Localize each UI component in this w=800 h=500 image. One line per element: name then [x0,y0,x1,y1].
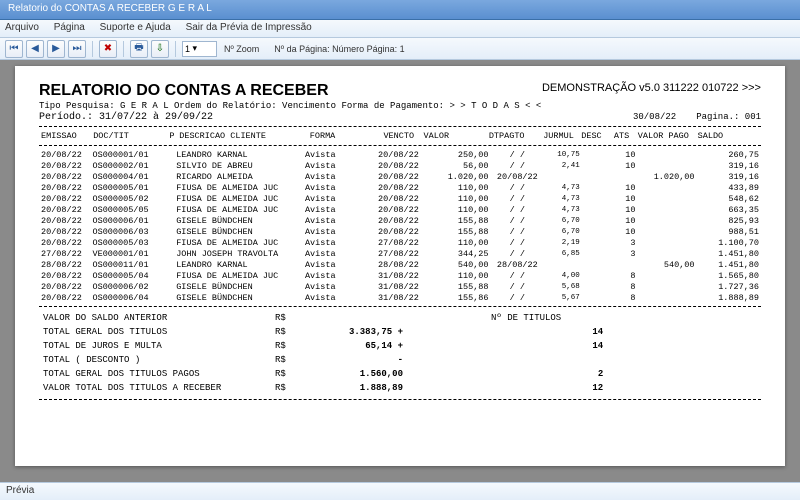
table-row: 20/08/22OS000005/03FIUSA DE ALMEIDA JUCA… [39,237,761,248]
menu-suporte[interactable]: Suporte e Ajuda [100,22,171,33]
report-page: DEMONSTRAÇÃO v5.0 311222 010722 >>> RELA… [15,66,785,466]
window-titlebar: Relatorio do CONTAS A RECEBER G E R A L [0,0,800,20]
report-subtitle: Tipo Pesquisa: G E R A L Ordem do Relató… [39,101,761,111]
table-row: 20/08/22OS000004/01RICARDO ALMEIDAAvista… [39,171,761,182]
table-row: 28/08/22OS000011/01LEANDRO KARNALAvista2… [39,259,761,270]
zoom-input[interactable]: 1 ▾ [182,41,217,57]
window-title: Relatorio do CONTAS A RECEBER G E R A L [8,3,212,14]
nav-prev-button[interactable]: ◀ [26,40,44,58]
table-row: 20/08/22OS000006/02GISELE BÜNDCHENAvista… [39,281,761,292]
table-row: 20/08/22OS000006/01GISELE BÜNDCHENAvista… [39,215,761,226]
table-row: 20/08/22OS000005/05FIUSA DE ALMEIDA JUCA… [39,204,761,215]
menu-sair[interactable]: Sair da Prévia de Impressão [186,22,312,33]
report-date: 30/08/22 [633,112,676,122]
table-row: 20/08/22OS000006/04GISELE BÜNDCHENAvista… [39,292,761,303]
report-summary-table: VALOR DO SALDO ANTERIORR$Nº DE TITULOS T… [39,310,607,396]
table-row: 20/08/22OS000005/01FIUSA DE ALMEIDA JUCA… [39,182,761,193]
print-button[interactable]: 🖶 [130,40,148,58]
report-viewport[interactable]: DEMONSTRAÇÃO v5.0 311222 010722 >>> RELA… [0,60,800,482]
statusbar: Prévia [0,482,800,500]
export-button[interactable]: ⇩ [151,40,169,58]
menubar: Arquivo Página Suporte e Ajuda Sair da P… [0,20,800,38]
table-row: 27/08/22VE000001/01JOHN JOSEPH TRAVOLTAA… [39,248,761,259]
report-data-table: 20/08/22OS000001/01LEANDRO KARNALAvista2… [39,149,761,303]
table-row: 20/08/22OS000005/04FIUSA DE ALMEIDA JUCA… [39,270,761,281]
nav-first-button[interactable]: ⏮ [5,40,23,58]
report-page-number: Pagina.: 001 [696,112,761,122]
nav-last-button[interactable]: ⏭ [68,40,86,58]
menu-pagina[interactable]: Página [54,22,85,33]
table-row: 20/08/22OS000005/02FIUSA DE ALMEIDA JUCA… [39,193,761,204]
close-preview-button[interactable]: ✖ [99,40,117,58]
menu-arquivo[interactable]: Arquivo [5,22,39,33]
page-number-label: Nº da Página: Número Página: 1 [274,44,404,54]
status-previa: Prévia [6,485,34,496]
table-row: 20/08/22OS000006/03GISELE BÜNDCHENAvista… [39,226,761,237]
table-row: 20/08/22OS000001/01LEANDRO KARNALAvista2… [39,149,761,160]
report-header-row: EMISSAO DOC/TIT P DESCRICAO CLIENTE FORM… [39,130,761,142]
report-demo-label: DEMONSTRAÇÃO v5.0 311222 010722 >>> [542,82,761,94]
zoom-label: Nº Zoom [224,44,259,54]
toolbar: ⏮ ◀ ▶ ⏭ ✖ 🖶 ⇩ 1 ▾ Nº Zoom Nº da Página: … [0,38,800,60]
table-row: 20/08/22OS000002/01SILVIO DE ABREUAvista… [39,160,761,171]
nav-next-button[interactable]: ▶ [47,40,65,58]
report-header-table: EMISSAO DOC/TIT P DESCRICAO CLIENTE FORM… [39,130,761,142]
